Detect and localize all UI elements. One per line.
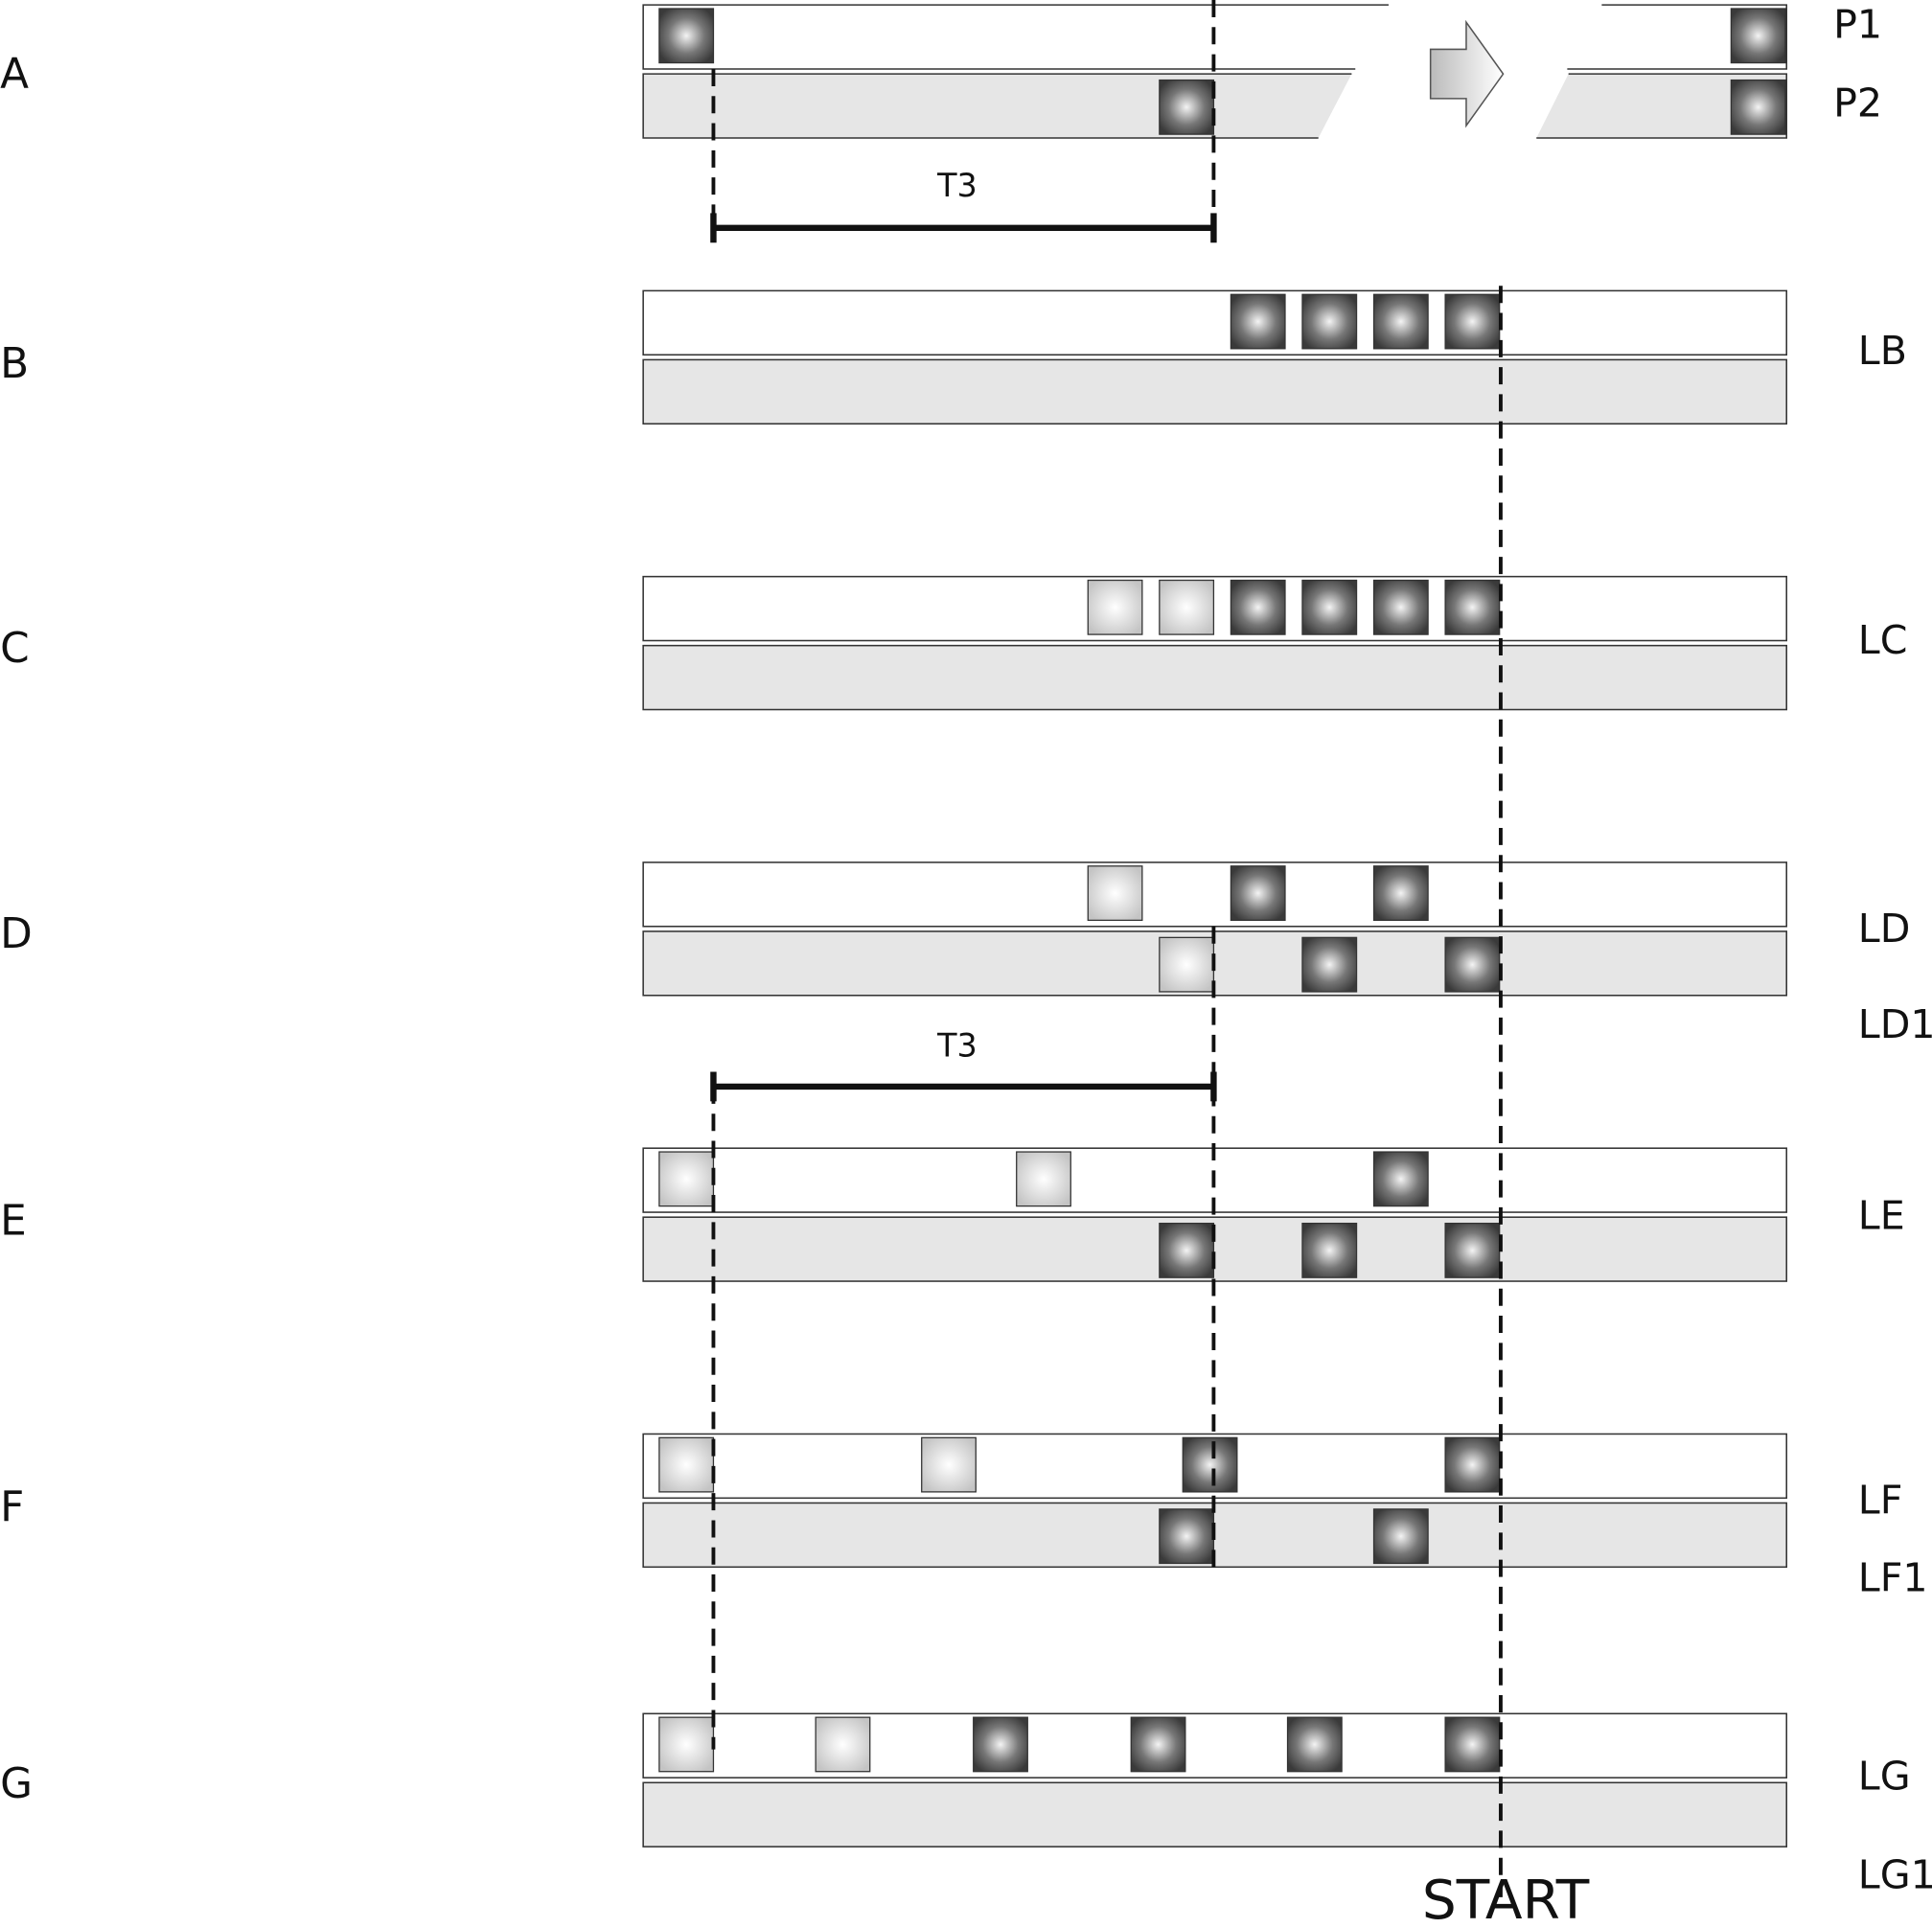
light-square	[921, 1436, 977, 1493]
lane-label: LD	[1858, 906, 1911, 952]
row-letter: E	[0, 1197, 27, 1246]
dark-square	[1301, 936, 1358, 993]
lane-bottom	[642, 358, 1787, 425]
row-letter: D	[0, 909, 33, 958]
dark-square	[1444, 936, 1501, 993]
row-letter: F	[0, 1482, 24, 1531]
lane-label: LB	[1858, 328, 1907, 374]
lane-bottom	[642, 644, 1787, 711]
light-square	[1159, 579, 1215, 635]
dark-square	[1230, 293, 1286, 350]
row-letter: A	[0, 50, 29, 99]
interval-label: T3	[936, 167, 978, 204]
lane-label: LE	[1858, 1192, 1905, 1238]
dark-square	[1372, 293, 1429, 350]
lane-label: LF	[1858, 1477, 1903, 1523]
lane-label: LC	[1858, 617, 1908, 663]
dark-square	[1230, 865, 1286, 922]
dark-square	[1444, 579, 1501, 635]
row-letter: C	[0, 624, 30, 673]
row-letter: B	[0, 339, 29, 388]
dark-square	[1444, 1436, 1501, 1493]
row-letter: G	[0, 1759, 33, 1808]
lane-label: LG	[1858, 1753, 1911, 1799]
light-square	[1159, 936, 1215, 993]
light-square	[815, 1716, 871, 1773]
lane-top	[642, 289, 1787, 356]
dark-square	[1444, 293, 1501, 350]
dark-square	[658, 8, 715, 64]
dark-square	[1301, 293, 1358, 350]
lane-label: LD1	[1858, 1001, 1932, 1047]
lane-label: P2	[1833, 80, 1882, 126]
dark-square	[1159, 1508, 1215, 1565]
dark-square	[1159, 1222, 1215, 1278]
dark-square	[1159, 79, 1215, 135]
dark-square	[1230, 579, 1286, 635]
dark-square	[1730, 79, 1786, 135]
dark-square	[1182, 1436, 1238, 1493]
dark-square	[1444, 1222, 1501, 1278]
lane-top	[642, 575, 1787, 642]
light-square	[658, 1151, 715, 1207]
lane-bottom	[642, 1781, 1787, 1848]
lane-label: LG1	[1858, 1851, 1932, 1897]
dark-square	[973, 1716, 1028, 1773]
light-square	[1016, 1151, 1071, 1207]
dark-square	[1372, 1508, 1429, 1565]
lane-top	[642, 861, 1787, 928]
light-square	[1087, 579, 1143, 635]
light-square	[1087, 865, 1143, 922]
start-label: START	[1422, 1869, 1590, 1928]
dark-square	[1372, 1151, 1429, 1207]
dark-square	[1372, 579, 1429, 635]
dark-square	[1301, 579, 1358, 635]
dark-square	[1286, 1716, 1343, 1773]
dark-square	[1301, 1222, 1358, 1278]
lane-label: LF1	[1858, 1554, 1928, 1600]
lane-label: P1	[1833, 1, 1882, 47]
light-square	[658, 1716, 715, 1773]
lane-top	[642, 1712, 1787, 1779]
dark-square	[1130, 1716, 1186, 1773]
dark-square	[1730, 8, 1786, 64]
light-square	[658, 1436, 715, 1493]
dark-square	[1372, 865, 1429, 922]
interval-label: T3	[936, 1026, 978, 1064]
dark-square	[1444, 1716, 1501, 1773]
